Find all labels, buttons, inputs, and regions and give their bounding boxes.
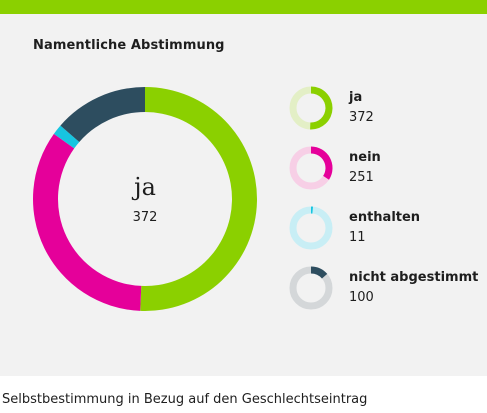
donut-slice-nein[interactable] (32, 133, 142, 311)
donut-slice-ja[interactable] (140, 87, 257, 311)
legend-ring-fill (311, 266, 328, 279)
legend-ring-ja (289, 86, 333, 130)
legend-name: nicht abgestimmt (349, 270, 479, 285)
vote-card: Namentliche Abstimmung (0, 0, 487, 376)
legend-ring-nein (289, 146, 333, 190)
legend-ring-enthalten (289, 206, 333, 250)
legend-value: 251 (349, 170, 374, 185)
vote-donut-chart (32, 87, 257, 311)
donut-center-value: 372 (132, 210, 158, 225)
legend-ring-fill (311, 146, 333, 180)
legend-value: 100 (349, 290, 374, 305)
legend-name: nein (349, 150, 381, 165)
legend-name: ja (349, 90, 363, 105)
donut-slice-enthalten[interactable] (53, 125, 80, 149)
legend-name: enthalten (349, 210, 421, 225)
legend-ring-fill (311, 206, 314, 214)
legend-value: 11 (349, 230, 366, 245)
donut-center-label: ja (134, 173, 156, 201)
vote-caption: Selbstbestimmung in Bezug auf den Geschl… (2, 392, 368, 407)
card-title: Namentliche Abstimmung (33, 38, 225, 53)
donut-slice-nicht-abgestimmt[interactable] (60, 87, 146, 142)
legend-ring-fill (310, 86, 333, 130)
legend-value: 372 (349, 110, 374, 125)
legend-ring-nicht-abgestimmt (289, 266, 333, 310)
legend-ring-track (289, 206, 333, 250)
